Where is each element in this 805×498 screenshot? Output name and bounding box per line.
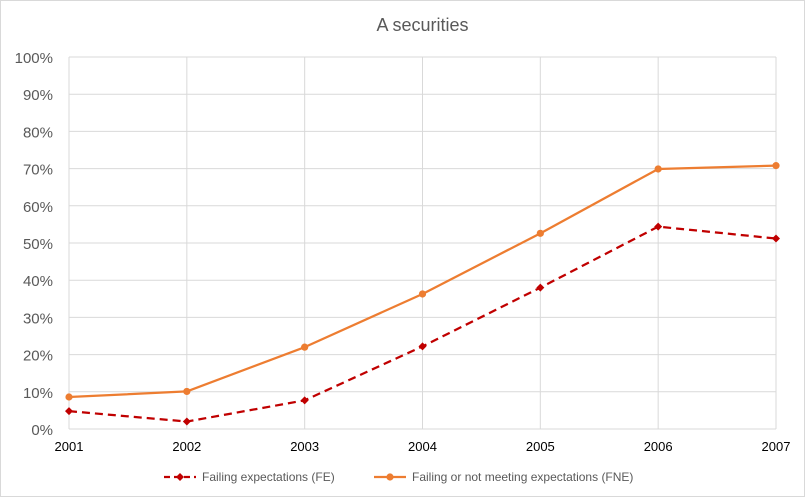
legend-swatch-marker — [386, 473, 394, 481]
x-tick-label: 2004 — [408, 439, 437, 454]
y-tick-label: 30% — [23, 310, 53, 327]
series-1 — [65, 222, 780, 426]
legend-label: Failing or not meeting expectations (FNE… — [412, 470, 633, 484]
data-point — [654, 222, 663, 231]
x-tick-label: 2006 — [644, 439, 673, 454]
y-tick-label: 0% — [31, 422, 53, 439]
legend-item-1: Failing expectations (FE) — [164, 470, 335, 484]
data-point — [300, 396, 309, 405]
x-tick-label: 2007 — [762, 439, 791, 454]
y-tick-label: 90% — [23, 87, 53, 104]
legend-label: Failing expectations (FE) — [202, 470, 335, 484]
gridlines — [68, 56, 777, 430]
legend-item-2: Failing or not meeting expectations (FNE… — [374, 470, 633, 484]
x-tick-label: 2002 — [172, 439, 201, 454]
legend: Failing expectations (FE) Failing or not … — [164, 470, 633, 484]
legend-swatch-marker — [176, 473, 184, 481]
y-axis-ticks: 0% 10% 20% 30% 40% 50% 60% 70% 80% 90% 100% — [15, 50, 53, 439]
y-tick-label: 70% — [23, 162, 53, 179]
data-point — [536, 229, 544, 237]
x-tick-label: 2001 — [55, 439, 84, 454]
y-tick-label: 80% — [23, 124, 53, 141]
y-tick-label: 50% — [23, 236, 53, 253]
series-2 — [65, 162, 780, 401]
data-point — [65, 393, 73, 401]
data-point — [772, 234, 780, 243]
data-point — [772, 162, 780, 170]
series-layer — [65, 162, 780, 426]
data-point — [418, 342, 427, 351]
data-point — [418, 290, 427, 298]
data-point — [654, 165, 662, 173]
data-point — [182, 417, 191, 426]
data-point — [536, 283, 545, 292]
y-tick-label: 40% — [23, 273, 53, 290]
data-point — [301, 343, 309, 351]
y-tick-label: 60% — [23, 199, 53, 216]
y-tick-label: 20% — [23, 348, 53, 365]
data-point — [183, 387, 191, 396]
x-tick-label: 2005 — [526, 439, 555, 454]
y-tick-label: 100% — [15, 50, 53, 67]
x-axis-ticks: 2001 2002 2003 2004 2005 2006 2007 — [55, 439, 791, 454]
chart-title: A securities — [376, 15, 468, 35]
data-point — [65, 407, 73, 416]
y-tick-label: 10% — [23, 385, 53, 402]
x-tick-label: 2003 — [290, 439, 319, 454]
